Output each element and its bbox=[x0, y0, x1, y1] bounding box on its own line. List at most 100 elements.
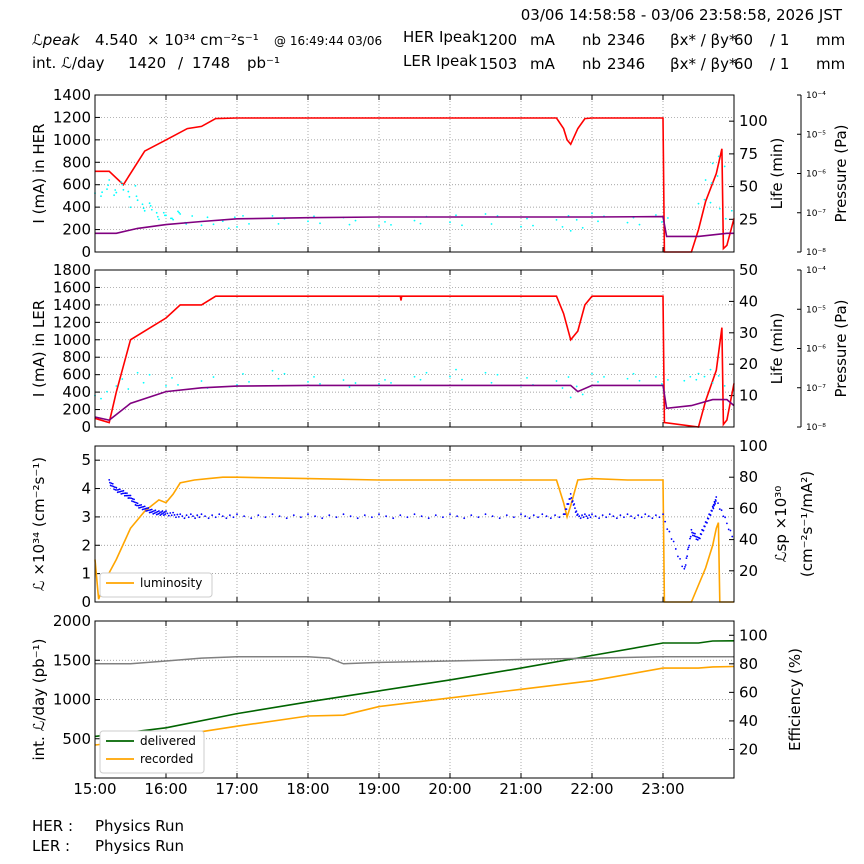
life-point bbox=[206, 216, 209, 219]
specific-point bbox=[498, 517, 501, 520]
specific-point bbox=[589, 516, 592, 519]
life-point bbox=[127, 388, 130, 390]
life-point bbox=[667, 379, 669, 381]
beta-label-her: βx* / βy* bbox=[670, 31, 737, 49]
life-point bbox=[667, 217, 669, 219]
specific-point bbox=[128, 494, 130, 497]
specific-point bbox=[165, 510, 167, 512]
beta-ler-unit: mm bbox=[816, 55, 845, 73]
specific-point bbox=[113, 486, 116, 489]
x-tick-label: 20:00 bbox=[428, 780, 471, 798]
life-point bbox=[526, 217, 528, 220]
specific-point bbox=[155, 513, 158, 516]
specific-point bbox=[129, 494, 132, 497]
lpeak-label: ℒpeak bbox=[32, 31, 81, 49]
specific-point bbox=[321, 517, 324, 520]
specific-point bbox=[138, 507, 140, 509]
ler-ipeak-unit: mA bbox=[530, 55, 556, 73]
y2-tick-label: 10 bbox=[739, 387, 758, 405]
y2-tick-label: 100 bbox=[739, 626, 768, 644]
specific-point bbox=[655, 514, 657, 517]
specific-point bbox=[709, 514, 712, 516]
specific-luminosity-scatter bbox=[108, 478, 734, 570]
life-point bbox=[419, 222, 422, 225]
specific-point bbox=[689, 537, 691, 540]
life-point bbox=[212, 376, 215, 378]
specific-point bbox=[434, 514, 437, 517]
life-point bbox=[248, 223, 250, 225]
life-point bbox=[575, 385, 578, 388]
pressure-tick-label: 10⁻⁴ bbox=[806, 266, 826, 276]
nb-ler-value: 2346 bbox=[607, 55, 645, 73]
pressure-tick-label: 10⁻⁸ bbox=[806, 248, 826, 258]
nb-her-value: 2346 bbox=[607, 31, 645, 49]
specific-point bbox=[537, 516, 539, 519]
header: 03/06 14:58:58 - 03/06 23:58:58, 2026 JS… bbox=[32, 6, 845, 73]
specific-point bbox=[385, 515, 387, 518]
specific-point bbox=[615, 517, 618, 520]
life-point bbox=[122, 188, 125, 191]
specific-point bbox=[109, 484, 112, 487]
specific-point bbox=[718, 508, 721, 511]
life-point bbox=[113, 194, 115, 197]
y-tick-label: 600 bbox=[62, 366, 91, 384]
plot-frame bbox=[94, 94, 735, 253]
specific-point bbox=[608, 513, 611, 516]
specific-point bbox=[689, 535, 692, 538]
specific-point bbox=[153, 510, 155, 512]
specific-point bbox=[167, 514, 170, 517]
specific-point bbox=[569, 498, 571, 500]
y2-axis-label: Life (min) bbox=[768, 138, 786, 210]
specific-point bbox=[173, 514, 176, 516]
life-point bbox=[162, 211, 165, 214]
specific-point bbox=[243, 515, 246, 518]
life-point bbox=[128, 195, 131, 198]
specific-point bbox=[131, 500, 133, 502]
her-ipeak-value: 1200 bbox=[479, 31, 517, 49]
life-point bbox=[561, 387, 564, 389]
specific-point bbox=[278, 515, 281, 518]
specific-point bbox=[221, 515, 224, 518]
specific-point bbox=[118, 491, 121, 493]
pressure-tick-label: 10⁻⁶ bbox=[806, 345, 826, 355]
specific-point bbox=[153, 512, 156, 515]
specific-point bbox=[162, 514, 165, 516]
specific-point bbox=[591, 513, 593, 516]
life-point bbox=[384, 221, 386, 223]
life-point bbox=[555, 219, 558, 221]
life-point bbox=[342, 379, 345, 381]
life-point bbox=[142, 381, 145, 384]
legend: luminosity bbox=[99, 572, 213, 598]
specific-point bbox=[131, 497, 134, 500]
specific-point bbox=[120, 492, 123, 495]
specific-point bbox=[169, 512, 172, 514]
x-tick-label: 19:00 bbox=[357, 780, 400, 798]
life-point bbox=[683, 379, 686, 382]
life-point bbox=[569, 229, 572, 232]
specific-point bbox=[712, 507, 715, 510]
specific-point bbox=[554, 514, 556, 517]
specific-point bbox=[123, 494, 126, 497]
life-point bbox=[711, 382, 714, 384]
y2-tick-label: 40 bbox=[739, 531, 758, 549]
y2-tick-label: 20 bbox=[739, 740, 758, 758]
specific-point bbox=[179, 513, 182, 516]
life-point bbox=[271, 215, 274, 217]
specific-point bbox=[695, 538, 698, 541]
y2-axis-label: Life (min) bbox=[768, 313, 786, 385]
specific-point bbox=[505, 514, 508, 517]
specific-point bbox=[528, 517, 531, 520]
pressure-tick-label: 10⁻⁷ bbox=[806, 384, 826, 394]
pressure-tick-label: 10⁻⁶ bbox=[806, 170, 826, 180]
y2-tick-label: 75 bbox=[739, 145, 758, 163]
specific-point bbox=[113, 488, 116, 491]
specific-point bbox=[586, 517, 589, 520]
life-point bbox=[101, 191, 103, 194]
y2-tick-label: 50 bbox=[739, 178, 758, 196]
footer: HER : Physics Run LER : Physics Run bbox=[32, 817, 184, 855]
specific-point bbox=[672, 540, 675, 543]
life-point bbox=[730, 209, 733, 212]
specific-point bbox=[567, 503, 570, 505]
specific-point bbox=[690, 528, 693, 531]
life-point bbox=[581, 226, 584, 229]
